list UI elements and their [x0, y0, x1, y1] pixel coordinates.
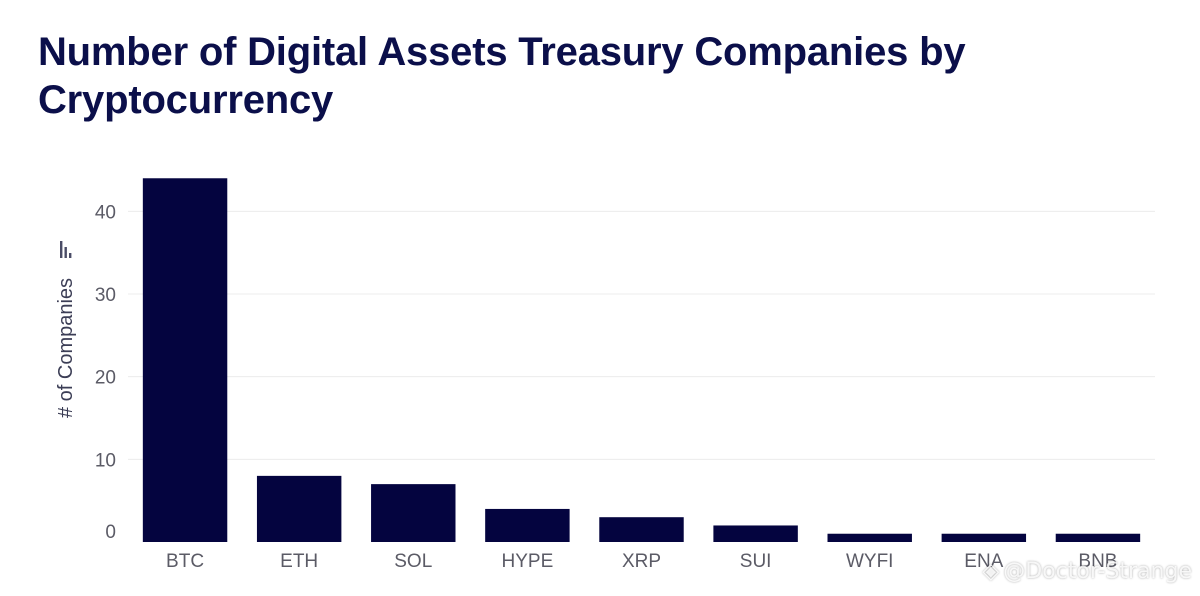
- bar-sol: [371, 484, 456, 542]
- x-tick-label: ENA: [964, 551, 1003, 572]
- gridlines: [128, 210, 1155, 460]
- x-tick-label: WYFI: [846, 551, 894, 572]
- y-axis-ticks: 0 10 20 30 40: [95, 202, 116, 543]
- x-tick-label: SUI: [740, 551, 772, 572]
- diamond-logo-icon: ◈: [982, 559, 1000, 584]
- x-axis-ticks: BTC ETH SOL HYPE XRP SUI WYFI ENA BNB: [166, 551, 1117, 572]
- y-tick-label: 0: [105, 522, 116, 543]
- x-tick-label: BNB: [1078, 551, 1117, 572]
- bar-wyfi: [827, 533, 912, 542]
- y-axis-filter-icon: [60, 241, 72, 258]
- y-axis-label: # of Companies: [55, 278, 77, 418]
- bars: [142, 178, 1141, 542]
- watermark: ◈ @Doctor-Strange: [982, 559, 1192, 584]
- x-tick-label: HYPE: [502, 551, 554, 572]
- bar-btc: [142, 178, 228, 542]
- y-tick-label: 30: [95, 285, 116, 306]
- y-tick-label: 10: [95, 450, 116, 471]
- x-tick-label: SOL: [394, 551, 432, 572]
- bar-xrp: [599, 517, 684, 542]
- x-tick-label: ETH: [280, 551, 318, 572]
- watermark-text: @Doctor-Strange: [1003, 559, 1192, 584]
- bar-hype: [485, 508, 570, 542]
- bar-ena: [941, 533, 1027, 542]
- bar-sui: [713, 525, 798, 542]
- x-tick-label: XRP: [622, 551, 661, 572]
- chart-title: Number of Digital Assets Treasury Compan…: [38, 30, 966, 122]
- y-tick-label: 40: [95, 202, 116, 223]
- bar-eth: [256, 475, 342, 542]
- y-tick-label: 20: [95, 368, 116, 389]
- x-tick-label: BTC: [166, 551, 204, 572]
- bar-bnb: [1055, 533, 1141, 542]
